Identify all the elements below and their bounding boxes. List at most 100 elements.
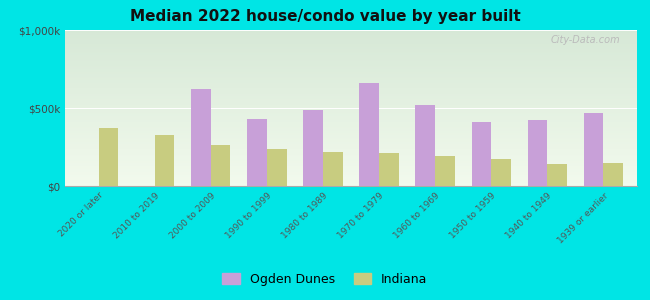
Bar xyxy=(65,88,637,89)
Bar xyxy=(65,172,637,173)
Bar xyxy=(435,156,455,186)
Bar xyxy=(191,89,211,186)
Bar xyxy=(65,44,637,46)
Bar xyxy=(65,103,637,105)
Bar xyxy=(65,105,637,106)
Bar xyxy=(65,166,637,167)
Bar xyxy=(65,128,637,130)
Bar xyxy=(65,39,637,41)
Bar xyxy=(65,47,637,49)
Bar xyxy=(65,106,637,108)
Bar xyxy=(99,128,118,186)
Bar xyxy=(65,148,637,150)
Bar xyxy=(65,121,637,122)
Bar xyxy=(65,43,637,44)
Bar xyxy=(247,119,267,186)
Bar xyxy=(65,146,637,147)
Bar xyxy=(471,122,491,186)
Bar xyxy=(65,139,637,141)
Bar xyxy=(65,125,637,127)
Bar xyxy=(65,138,637,139)
Bar xyxy=(65,117,637,119)
Bar xyxy=(65,94,637,95)
Bar xyxy=(65,35,637,36)
Bar xyxy=(359,83,379,186)
Bar xyxy=(65,110,637,111)
Bar xyxy=(65,161,637,163)
Bar xyxy=(65,30,637,31)
Bar xyxy=(528,121,547,186)
Bar xyxy=(603,163,623,186)
Bar xyxy=(65,177,637,178)
Bar xyxy=(65,170,637,172)
Bar xyxy=(65,92,637,94)
Bar xyxy=(65,68,637,69)
Bar xyxy=(65,46,637,47)
Bar xyxy=(65,167,637,169)
Bar xyxy=(267,148,287,186)
Bar xyxy=(65,66,637,68)
Bar xyxy=(65,175,637,177)
Bar xyxy=(65,63,637,64)
Bar xyxy=(65,50,637,52)
Bar xyxy=(65,152,637,153)
Bar xyxy=(65,164,637,166)
Bar xyxy=(65,38,637,39)
Bar xyxy=(65,141,637,142)
Bar xyxy=(65,130,637,131)
Bar xyxy=(65,41,637,43)
Bar xyxy=(65,155,637,156)
Bar xyxy=(65,58,637,60)
Bar xyxy=(65,61,637,63)
Bar xyxy=(65,100,637,102)
Bar xyxy=(65,127,637,128)
Bar xyxy=(65,60,637,61)
Bar xyxy=(65,53,637,55)
Bar xyxy=(65,83,637,85)
Bar xyxy=(584,113,603,186)
Bar xyxy=(65,77,637,78)
Bar xyxy=(65,136,637,138)
Bar xyxy=(65,178,637,180)
Bar xyxy=(65,180,637,181)
Bar xyxy=(65,32,637,33)
Bar xyxy=(65,69,637,70)
Bar xyxy=(65,160,637,161)
Bar xyxy=(65,181,637,183)
Bar xyxy=(65,153,637,155)
Bar xyxy=(65,184,637,186)
Bar xyxy=(65,124,637,125)
Bar xyxy=(65,91,637,92)
Bar xyxy=(65,49,637,50)
Bar xyxy=(65,150,637,152)
Bar xyxy=(65,133,637,134)
Bar xyxy=(155,134,174,186)
Bar xyxy=(65,85,637,86)
Bar xyxy=(65,147,637,148)
Bar xyxy=(65,142,637,144)
Bar xyxy=(65,97,637,99)
Bar xyxy=(65,173,637,175)
Bar xyxy=(65,119,637,121)
Bar xyxy=(65,99,637,100)
Bar xyxy=(65,144,637,146)
Bar xyxy=(65,114,637,116)
Bar xyxy=(65,113,637,114)
Bar xyxy=(65,75,637,77)
Bar xyxy=(65,102,637,103)
Bar xyxy=(211,146,231,186)
Bar xyxy=(65,52,637,53)
Bar xyxy=(65,134,637,136)
Bar xyxy=(323,152,343,186)
Bar xyxy=(65,78,637,80)
Bar xyxy=(65,183,637,184)
Bar xyxy=(65,74,637,75)
Bar xyxy=(65,33,637,35)
Bar xyxy=(65,82,637,83)
Text: City-Data.com: City-Data.com xyxy=(550,35,620,45)
Bar xyxy=(65,95,637,97)
Legend: Ogden Dunes, Indiana: Ogden Dunes, Indiana xyxy=(217,268,433,291)
Bar xyxy=(304,110,323,186)
Bar xyxy=(491,160,511,186)
Bar xyxy=(65,116,637,117)
